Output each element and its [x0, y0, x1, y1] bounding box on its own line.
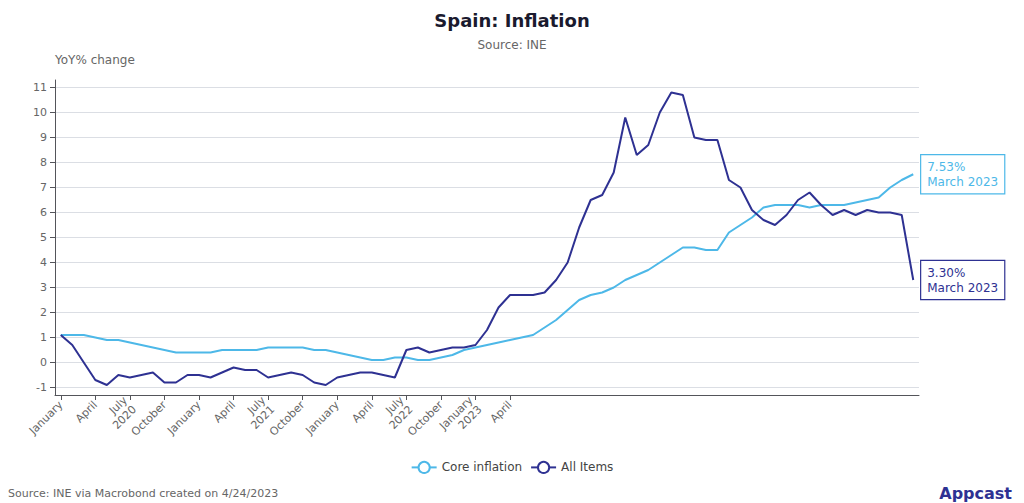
svg-text:July: July: [245, 393, 269, 417]
svg-text:2022: 2022: [386, 403, 416, 432]
svg-text:8: 8: [40, 156, 47, 169]
svg-text:Source: INE via Macrobond crea: Source: INE via Macrobond created on 4/2…: [8, 487, 278, 500]
svg-text:October: October: [129, 398, 170, 439]
svg-text:January: January: [26, 398, 66, 438]
svg-text:2021: 2021: [248, 403, 278, 432]
svg-text:11: 11: [33, 81, 47, 94]
svg-text:9: 9: [40, 131, 47, 144]
svg-text:March 2023: March 2023: [927, 281, 998, 295]
svg-text:2020: 2020: [110, 403, 140, 432]
svg-text:January: January: [436, 393, 476, 433]
svg-text:7.53%: 7.53%: [927, 160, 965, 174]
svg-text:All Items: All Items: [561, 460, 613, 474]
svg-text:October: October: [267, 398, 308, 439]
svg-text:Appcast: Appcast: [939, 484, 1012, 503]
svg-text:Source: INE: Source: INE: [477, 38, 546, 52]
svg-text:2: 2: [40, 306, 47, 319]
svg-text:0: 0: [40, 356, 47, 369]
svg-text:April: April: [349, 398, 376, 425]
svg-text:-1: -1: [36, 381, 47, 394]
svg-text:Spain: Inflation: Spain: Inflation: [434, 10, 589, 31]
svg-text:April: April: [73, 398, 100, 425]
svg-text:July: July: [106, 393, 130, 417]
svg-text:6: 6: [40, 206, 47, 219]
svg-text:October: October: [405, 398, 446, 439]
svg-text:Core inflation: Core inflation: [442, 460, 522, 474]
svg-text:July: July: [383, 393, 407, 417]
svg-text:January: January: [164, 398, 204, 438]
svg-text:YoY% change: YoY% change: [54, 53, 135, 67]
svg-text:March 2023: March 2023: [927, 175, 998, 189]
svg-text:4: 4: [40, 256, 47, 269]
svg-text:5: 5: [40, 231, 47, 244]
svg-text:1: 1: [40, 331, 47, 344]
svg-text:April: April: [211, 398, 238, 425]
svg-text:10: 10: [33, 106, 47, 119]
svg-text:April: April: [488, 398, 515, 425]
svg-text:January: January: [302, 398, 342, 438]
svg-text:2023: 2023: [456, 403, 485, 432]
svg-text:3: 3: [40, 281, 47, 294]
svg-text:3.30%: 3.30%: [927, 266, 965, 280]
svg-text:7: 7: [40, 181, 47, 194]
